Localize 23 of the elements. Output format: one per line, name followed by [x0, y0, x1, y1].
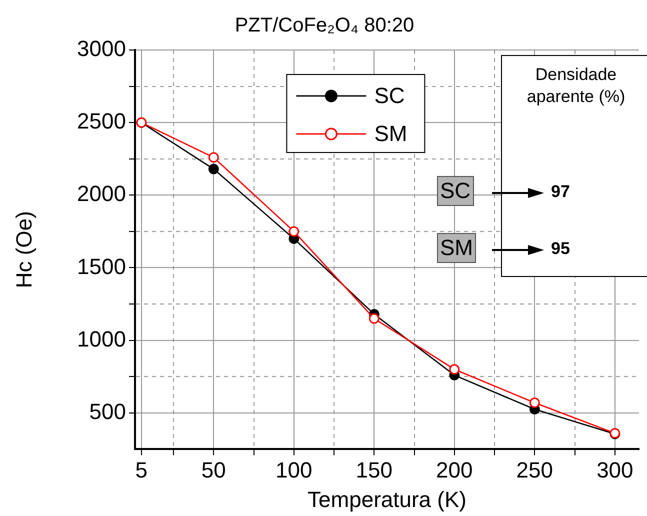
- y-tick-label: 500: [89, 398, 126, 424]
- y-tick-label: 2500: [77, 108, 126, 134]
- legend-label: SC: [374, 83, 405, 108]
- legend-label: SM: [374, 121, 408, 146]
- annotation: Densidade aparente (%): [526, 64, 626, 108]
- x-tick-label: 5: [135, 457, 148, 482]
- y-tick-label: 2000: [77, 181, 126, 206]
- x-tick-label: 300: [596, 457, 634, 482]
- x-tick-label: 200: [436, 457, 473, 482]
- annotation: SM: [437, 233, 476, 263]
- y-tick-label: 1500: [77, 254, 126, 279]
- chart-title: PZT/CoFe₂O₄ 80:20: [234, 14, 414, 37]
- annotation: 95: [551, 239, 570, 259]
- x-tick-label: 150: [356, 457, 393, 482]
- x-axis-title: Temperatura (K): [308, 486, 466, 512]
- annotation: 97: [551, 182, 570, 202]
- y-tick-label: 1000: [77, 326, 126, 352]
- annotation: SC: [437, 176, 474, 206]
- y-axis-title: Hc (Oe): [11, 211, 36, 288]
- x-tick-label: 100: [276, 457, 312, 482]
- x-tick-label: 50: [201, 457, 226, 482]
- y-tick-label: 3000: [77, 36, 126, 62]
- x-tick-label: 250: [516, 457, 554, 482]
